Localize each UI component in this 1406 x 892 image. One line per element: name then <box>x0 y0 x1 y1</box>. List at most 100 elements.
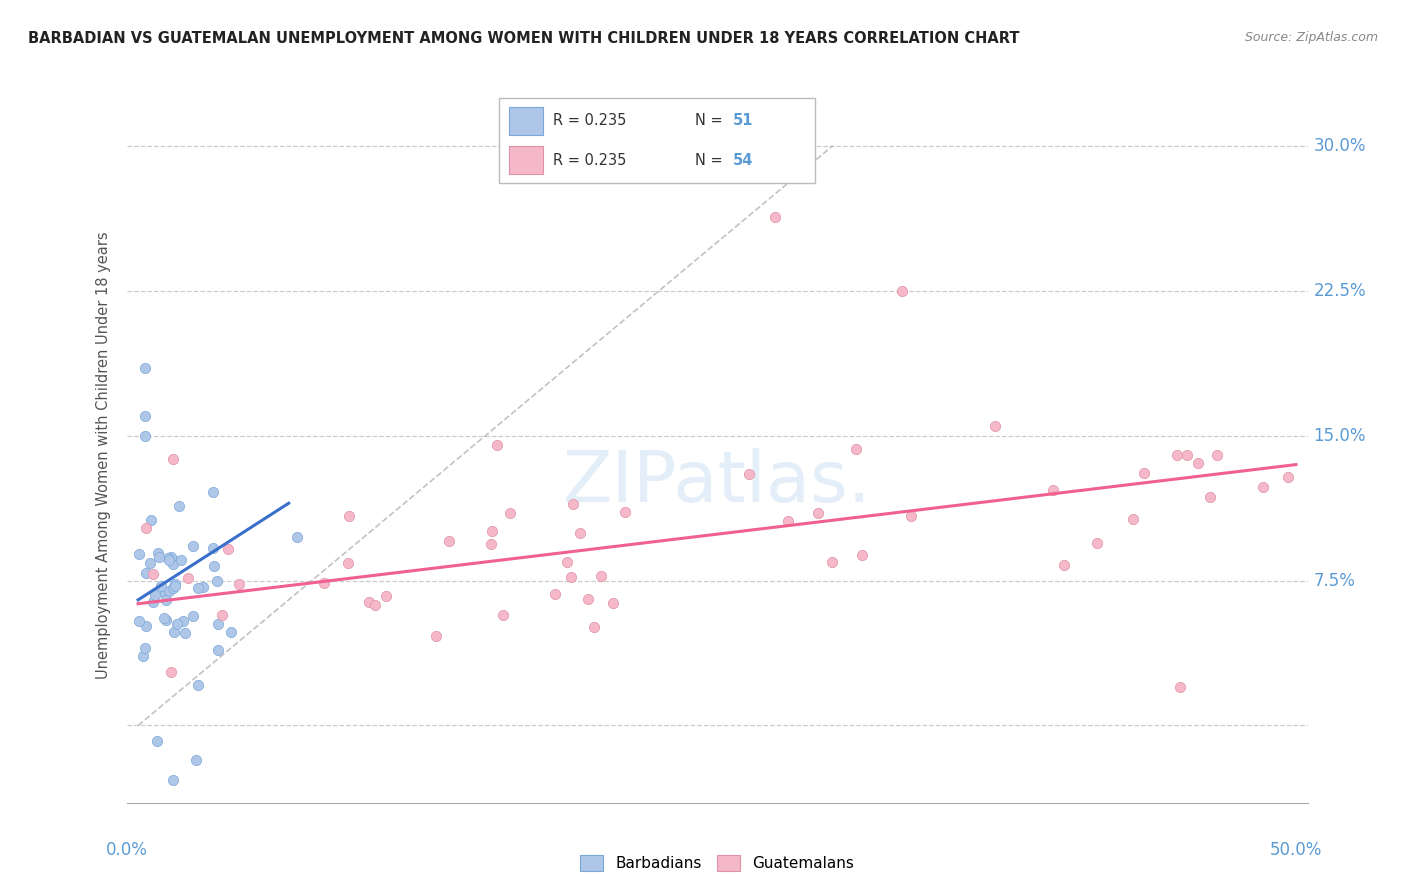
Point <box>162 557 184 571</box>
Point <box>142 567 165 582</box>
Point <box>134 428 156 442</box>
Point <box>156 550 179 565</box>
Point <box>591 569 613 583</box>
Text: BARBADIAN VS GUATEMALAN UNEMPLOYMENT AMONG WOMEN WITH CHILDREN UNDER 18 YEARS CO: BARBADIAN VS GUATEMALAN UNEMPLOYMENT AMO… <box>28 31 1019 46</box>
Point <box>128 547 150 561</box>
Point <box>1166 448 1188 462</box>
Point <box>159 552 181 566</box>
Point <box>1122 512 1144 526</box>
Point <box>128 614 150 628</box>
Text: 22.5%: 22.5% <box>1313 282 1367 300</box>
Point <box>851 549 873 563</box>
Point <box>582 620 605 634</box>
Point <box>738 467 761 482</box>
Y-axis label: Unemployment Among Women with Children Under 18 years: Unemployment Among Women with Children U… <box>96 231 111 679</box>
Point <box>146 546 169 560</box>
Point <box>134 640 156 655</box>
Point <box>173 625 195 640</box>
Point <box>187 582 209 596</box>
Point <box>162 772 184 787</box>
Point <box>1198 490 1220 504</box>
Point <box>374 589 396 603</box>
Point <box>337 509 360 524</box>
Text: 30.0%: 30.0% <box>1313 136 1367 154</box>
Point <box>132 648 155 663</box>
Point <box>439 533 461 548</box>
Point <box>138 556 160 570</box>
Point <box>1251 480 1274 494</box>
Point <box>150 578 173 592</box>
Point <box>359 595 381 609</box>
Point <box>285 531 308 545</box>
Point <box>135 619 157 633</box>
Point <box>157 584 180 599</box>
Point <box>145 734 167 748</box>
Point <box>776 515 799 529</box>
Text: 0.0%: 0.0% <box>105 841 148 859</box>
Point <box>807 506 830 520</box>
Point <box>560 570 582 584</box>
Point <box>1053 558 1076 573</box>
Point <box>984 418 1007 433</box>
Point <box>555 555 578 569</box>
Point <box>613 505 636 519</box>
Point <box>184 753 207 767</box>
Point <box>900 509 922 524</box>
Point <box>821 555 844 569</box>
Point <box>142 595 165 609</box>
Point <box>207 643 229 657</box>
Point <box>159 549 181 564</box>
Text: R = 0.235: R = 0.235 <box>553 113 626 128</box>
Point <box>219 625 242 640</box>
Text: Source: ZipAtlas.com: Source: ZipAtlas.com <box>1244 31 1378 45</box>
Point <box>162 553 184 567</box>
Point <box>202 485 225 500</box>
Point <box>166 616 188 631</box>
Point <box>486 438 509 452</box>
Point <box>135 566 157 581</box>
Point <box>187 678 209 692</box>
Point <box>183 609 205 624</box>
Point <box>845 442 868 456</box>
Text: N =: N = <box>695 113 727 128</box>
Point <box>207 574 229 589</box>
Legend: Barbadians, Guatemalans: Barbadians, Guatemalans <box>572 847 862 879</box>
Point <box>228 577 250 591</box>
Point <box>1187 456 1209 470</box>
Text: 51: 51 <box>734 113 754 128</box>
Point <box>1205 448 1227 462</box>
Point <box>162 451 184 466</box>
Point <box>177 571 200 585</box>
Point <box>1132 466 1154 480</box>
Point <box>1085 536 1108 550</box>
Point <box>134 360 156 375</box>
Point <box>544 587 567 601</box>
Point <box>763 210 786 224</box>
Point <box>1175 448 1198 462</box>
Text: ZIPatlas.: ZIPatlas. <box>562 449 872 517</box>
Point <box>153 611 176 625</box>
Point <box>172 615 194 629</box>
Point <box>1277 470 1299 484</box>
Point <box>499 507 522 521</box>
Point <box>202 558 225 573</box>
Point <box>145 588 167 602</box>
Point <box>1042 483 1064 497</box>
Point <box>211 607 233 622</box>
Bar <box>509 107 543 135</box>
Point <box>165 579 187 593</box>
Point <box>135 521 157 535</box>
Text: 7.5%: 7.5% <box>1313 572 1355 590</box>
Bar <box>509 146 543 175</box>
Point <box>155 592 177 607</box>
Text: R = 0.235: R = 0.235 <box>553 153 626 168</box>
Point <box>576 592 599 607</box>
Point <box>492 608 515 623</box>
Point <box>202 541 225 555</box>
Text: 15.0%: 15.0% <box>1313 426 1367 444</box>
Point <box>336 556 359 570</box>
Point <box>170 553 193 567</box>
Point <box>569 526 592 541</box>
Point <box>425 629 447 643</box>
Point <box>312 575 335 590</box>
